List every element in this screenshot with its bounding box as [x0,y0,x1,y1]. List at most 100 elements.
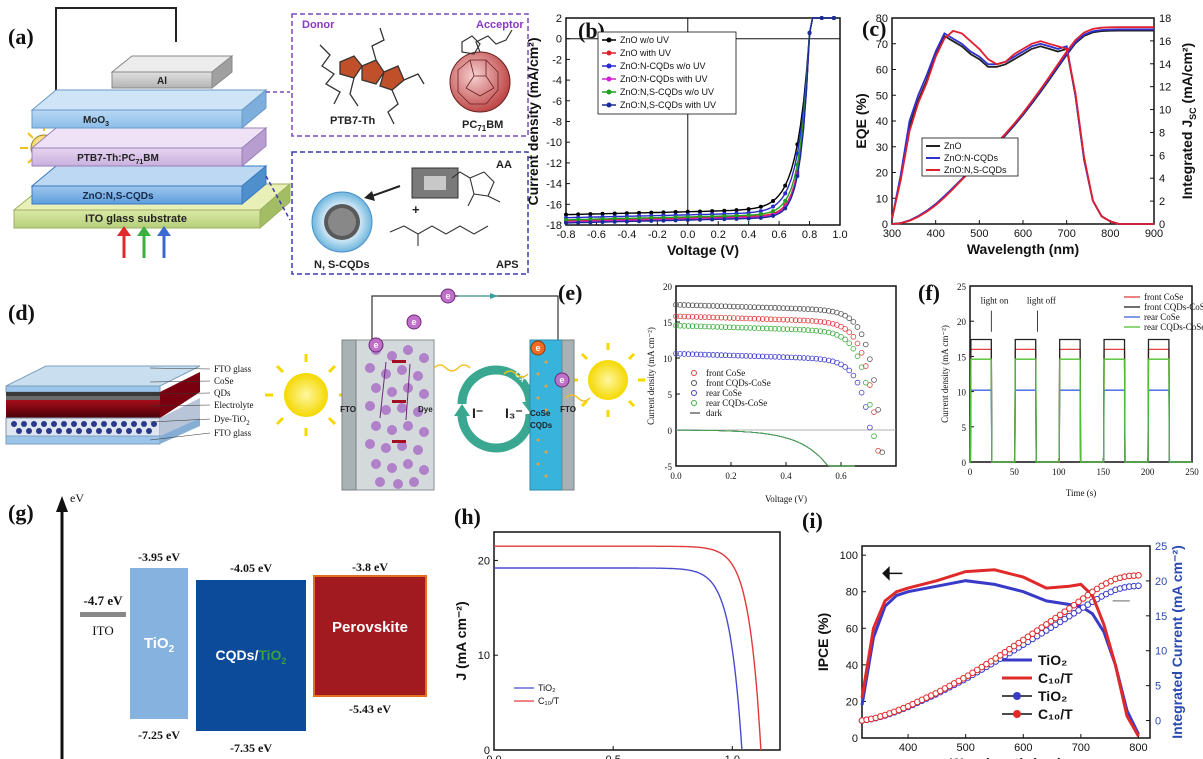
electron-icon: e [440,288,498,304]
x-tick-label: 600 [1014,228,1032,240]
jv-marker-2 [759,353,766,360]
legend-marker [606,89,612,95]
donor-acceptor-box [291,13,529,137]
jv-marker [697,214,702,219]
cqd-synthesis-box [291,151,529,275]
aps-label: APS [496,259,519,271]
jv-marker-1 [763,304,770,311]
jint-marker-1 [1070,601,1078,609]
acceptor-name: PC71BM [462,119,503,133]
dssc-circuit [371,295,559,340]
jv-marker-3 [780,326,787,332]
jv-marker-1 [755,304,762,311]
tio2-band [130,568,188,719]
jv-marker-0 [697,314,704,320]
y-tick-label: 20 [876,168,888,180]
jv-marker-3 [850,345,857,352]
jv-marker [685,218,690,223]
jv-marker-1 [759,304,766,311]
jint-marker-1 [1066,605,1073,612]
jv-marker-3 [747,325,754,331]
y-axis-label: Current density (mA cm⁻²) [646,327,656,425]
jv-marker-0 [867,382,873,388]
jv-marker-0 [858,349,865,356]
jv-marker-3 [718,324,725,330]
jv-marker-0 [854,340,861,347]
y2-tick-label: 16 [1159,36,1171,48]
cqds-top-value: -4.05 eV [230,561,272,575]
jv-marker [576,217,581,222]
jv-marker [783,198,788,203]
y-tick-label: 100 [840,550,858,562]
jv-marker-3 [697,323,704,330]
jint-marker-0 [1052,621,1059,629]
jv-marker-0 [842,326,848,332]
jv-marker-2 [867,424,873,431]
jv-marker [734,213,739,218]
jv-marker [624,219,629,224]
jv-marker-0 [714,314,721,321]
jv-marker [588,220,593,225]
jint-marker-1 [1038,624,1046,631]
jv-marker [783,183,788,188]
electron-icon: e [406,314,422,330]
chart-e: 0.0 0.2 0.4 0.6 -5 0 5 10 15 20 Voltage (V) Current… [558,280,897,504]
jv-marker-1 [722,303,729,310]
zno-label: ZnO:N,S-CQDs [82,191,154,202]
chart-b: -0.8 -0.6 -0.4 -0.2 0.0 0.2 0.4 0.6 0.8 1.0 -18 -16… [525,13,848,258]
jint-marker-0 [1066,612,1073,620]
jv-marker [807,30,812,35]
jv-marker-1 [792,305,799,312]
jv-marker [624,211,629,216]
jv-marker-3 [817,328,824,334]
dssc-layer-label: FTO glass [214,364,252,374]
tio2-bottom-value: -7.25 eV [138,728,180,742]
jv-marker [722,217,727,222]
jv-marker-1 [784,305,791,312]
fto-label-right: FTO [560,405,576,414]
redox-cycle: I⁻ I₃⁻ Red Ox [454,365,540,469]
jv-marker-1 [801,306,807,312]
legend-marker [691,390,697,396]
panel-g: (g) eV -4.7 eV ITO -3.95 eV -7.25 eV TiO… [8,491,427,759]
moo3-layer [31,109,243,129]
x-axis-label: Voltage (V) [667,242,739,258]
y-tick-label: 10 [663,354,673,364]
jv-marker-2 [722,352,729,359]
jv-marker-2 [805,355,811,361]
jv-marker-0 [689,313,696,320]
x-axis-label: Voltage (V) [765,494,807,504]
jv-marker [576,212,581,217]
ipce-curve-1 [860,568,1140,737]
jint-marker-1 [1079,595,1087,602]
jv-marker-0 [796,317,803,324]
legend-text: front CoSe [706,368,745,378]
y-axis-label: Current density (mA/cm²) [525,37,541,205]
jint-marker-1 [1061,608,1069,615]
y2-tick-label: 14 [1159,59,1171,71]
y-tick-label: 30 [876,142,888,154]
jv-marker-2 [817,356,824,362]
y2-tick-label: 25 [1155,541,1167,553]
jv-marker-0 [805,317,811,324]
jv-marker-1 [697,302,704,309]
dssc-layer-label: CoSe [214,376,234,386]
y2-tick-label: 10 [1155,646,1167,658]
x-axis-label: Time (s) [1066,488,1096,498]
x-tick-label: 250 [1185,467,1199,477]
jv-marker [771,213,776,218]
jint-marker-0 [1079,604,1087,611]
jsc-curve-1 [891,28,1154,225]
jv-marker [819,16,824,20]
x-tick-label: 300 [883,228,901,240]
jv-marker-1 [739,303,745,310]
jv-marker-0 [693,314,700,320]
cqds-label: CQDs [530,421,553,430]
jint-marker-1 [964,672,972,679]
jv-marker [685,214,690,219]
dssc-layer-labels: FTO glass CoSe QDs Electrolyte Dye-TiO2 … [149,364,253,441]
svg-text:e: e [411,317,416,327]
jint-marker-0 [1056,618,1064,626]
legend-text: rear CoSe [1144,312,1180,322]
legend-text: rear CQDs-CoSe [1144,322,1203,332]
